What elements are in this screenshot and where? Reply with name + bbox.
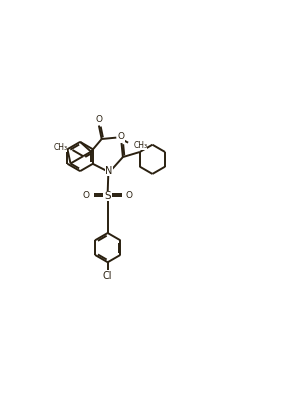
Text: N: N xyxy=(105,166,112,176)
Text: O: O xyxy=(118,132,125,141)
Text: CH₃: CH₃ xyxy=(53,143,67,152)
Text: CH₃: CH₃ xyxy=(133,141,147,150)
Text: Cl: Cl xyxy=(103,271,112,281)
Text: S: S xyxy=(105,191,111,201)
Text: O: O xyxy=(118,133,125,141)
Text: O: O xyxy=(83,191,89,199)
Text: O: O xyxy=(96,115,103,125)
Text: O: O xyxy=(126,191,133,199)
